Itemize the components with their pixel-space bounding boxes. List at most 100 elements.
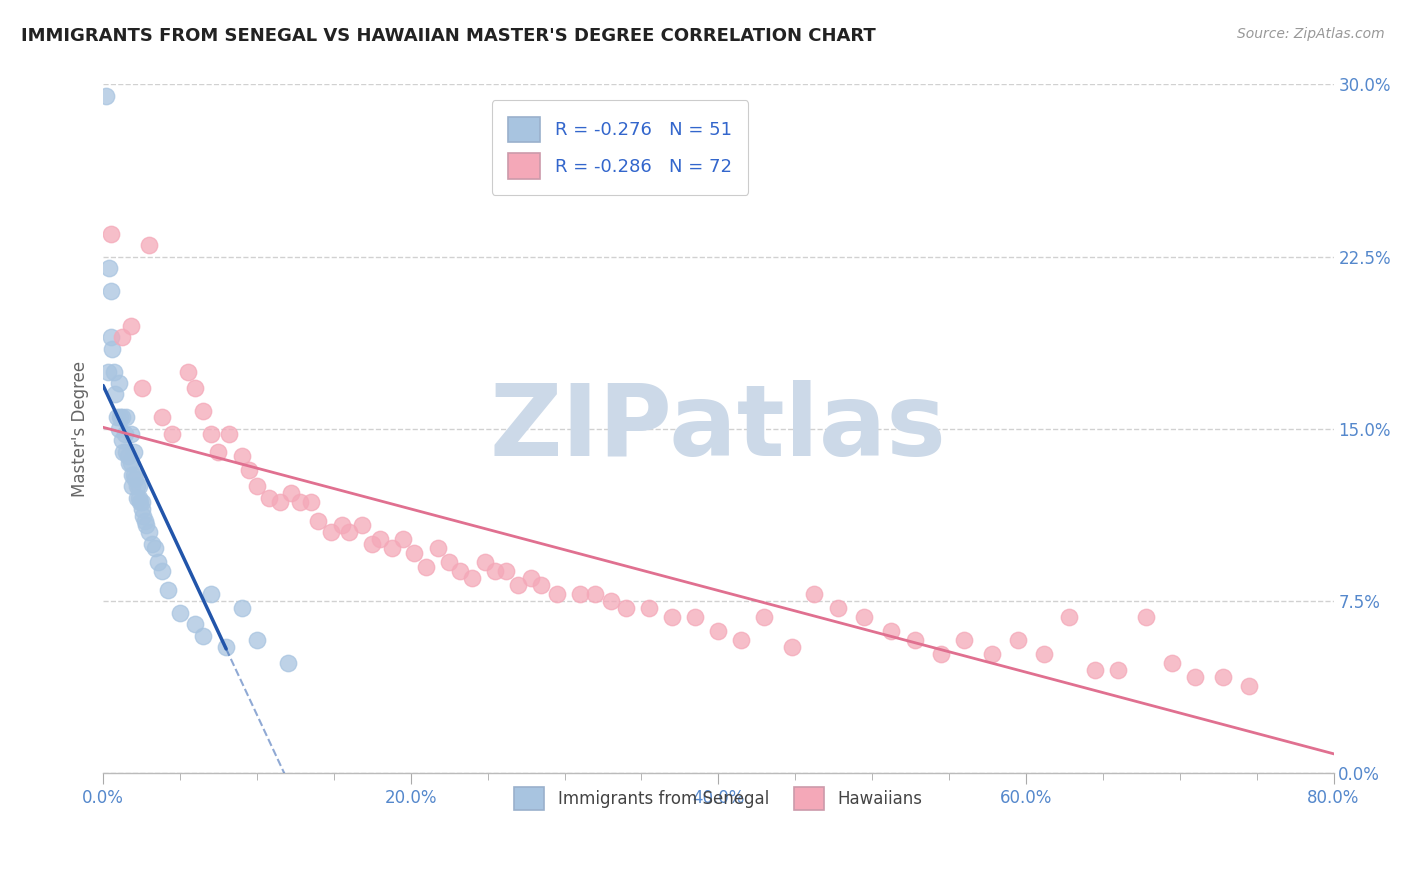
- Point: [120, 426, 142, 441]
- Point: [730, 633, 752, 648]
- Point: [484, 565, 506, 579]
- Point: [131, 502, 153, 516]
- Point: [246, 633, 269, 648]
- Point: [931, 647, 953, 661]
- Point: [118, 456, 141, 470]
- Point: [207, 445, 229, 459]
- Point: [449, 565, 471, 579]
- Point: [115, 445, 138, 459]
- Point: [100, 330, 122, 344]
- Point: [1212, 670, 1234, 684]
- Point: [827, 601, 849, 615]
- Point: [110, 434, 132, 448]
- Text: IMMIGRANTS FROM SENEGAL VS HAWAIIAN MASTER'S DEGREE CORRELATION CHART: IMMIGRANTS FROM SENEGAL VS HAWAIIAN MAST…: [21, 27, 876, 45]
- Point: [1237, 679, 1260, 693]
- Point: [319, 525, 342, 540]
- Point: [110, 330, 132, 344]
- Point: [337, 525, 360, 540]
- Point: [437, 555, 460, 569]
- Point: [107, 422, 129, 436]
- Point: [231, 450, 253, 464]
- Point: [114, 426, 136, 441]
- Point: [307, 514, 329, 528]
- Point: [661, 610, 683, 624]
- Point: [683, 610, 706, 624]
- Point: [474, 555, 496, 569]
- Point: [110, 410, 132, 425]
- Point: [461, 571, 484, 585]
- Point: [104, 387, 127, 401]
- Point: [330, 518, 353, 533]
- Point: [904, 633, 927, 648]
- Point: [191, 629, 214, 643]
- Point: [141, 537, 163, 551]
- Point: [97, 365, 120, 379]
- Point: [269, 495, 291, 509]
- Point: [103, 365, 125, 379]
- Point: [1184, 670, 1206, 684]
- Point: [105, 410, 128, 425]
- Y-axis label: Master's Degree: Master's Degree: [72, 361, 89, 497]
- Point: [780, 640, 803, 654]
- Point: [280, 486, 302, 500]
- Point: [98, 261, 121, 276]
- Point: [546, 587, 568, 601]
- Point: [128, 491, 150, 505]
- Point: [803, 587, 825, 601]
- Point: [191, 403, 214, 417]
- Point: [120, 318, 142, 333]
- Point: [129, 495, 152, 509]
- Point: [148, 555, 170, 569]
- Point: [121, 479, 143, 493]
- Point: [953, 633, 976, 648]
- Point: [115, 410, 138, 425]
- Point: [368, 532, 391, 546]
- Point: [96, 89, 118, 103]
- Point: [288, 495, 311, 509]
- Point: [1107, 663, 1129, 677]
- Point: [122, 467, 145, 482]
- Point: [277, 656, 299, 670]
- Point: [122, 445, 145, 459]
- Point: [599, 594, 621, 608]
- Point: [200, 426, 222, 441]
- Text: ZIPatlas: ZIPatlas: [489, 380, 946, 477]
- Point: [1033, 647, 1056, 661]
- Point: [150, 565, 173, 579]
- Point: [218, 426, 240, 441]
- Point: [257, 491, 280, 505]
- Point: [112, 445, 135, 459]
- Legend: Immigrants from Senegal, Hawaiians: Immigrants from Senegal, Hawaiians: [501, 773, 935, 823]
- Point: [100, 284, 122, 298]
- Point: [108, 410, 131, 425]
- Point: [1135, 610, 1157, 624]
- Point: [392, 532, 415, 546]
- Point: [177, 365, 200, 379]
- Point: [184, 617, 207, 632]
- Point: [231, 601, 253, 615]
- Point: [853, 610, 876, 624]
- Point: [100, 227, 122, 241]
- Point: [495, 565, 517, 579]
- Point: [131, 495, 153, 509]
- Point: [125, 491, 148, 505]
- Point: [215, 640, 238, 654]
- Point: [1084, 663, 1107, 677]
- Point: [138, 238, 160, 252]
- Point: [415, 559, 437, 574]
- Point: [427, 541, 450, 556]
- Point: [981, 647, 1004, 661]
- Point: [299, 495, 322, 509]
- Point: [138, 525, 160, 540]
- Point: [238, 463, 260, 477]
- Point: [117, 450, 139, 464]
- Point: [156, 582, 179, 597]
- Point: [134, 514, 156, 528]
- Point: [131, 381, 153, 395]
- Point: [707, 624, 730, 638]
- Point: [169, 606, 191, 620]
- Point: [120, 456, 142, 470]
- Point: [162, 426, 184, 441]
- Point: [1057, 610, 1080, 624]
- Point: [638, 601, 661, 615]
